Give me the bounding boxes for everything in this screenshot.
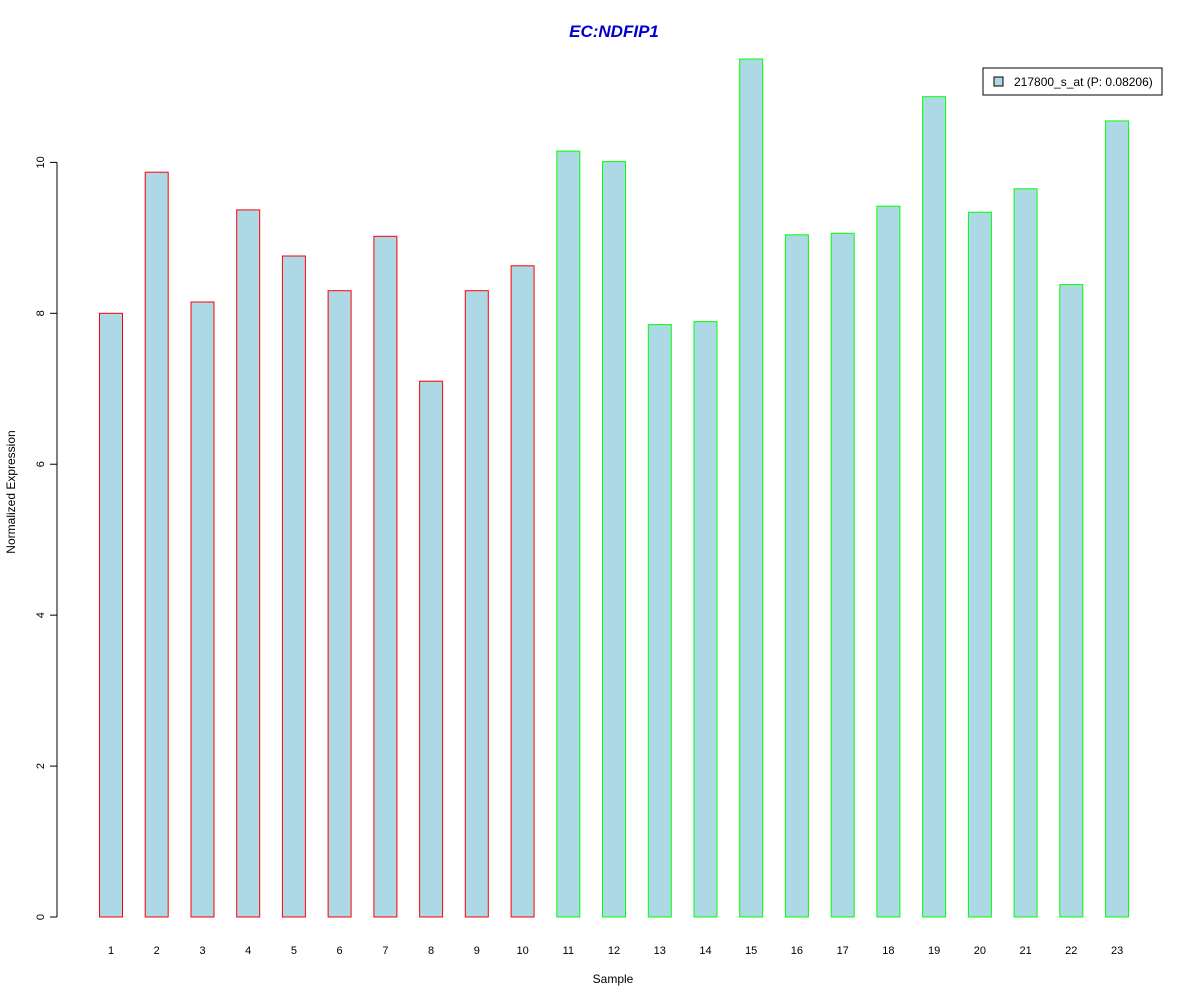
x-tick-label: 13 (654, 945, 666, 957)
legend: 217800_s_at (P: 0.08206) (982, 67, 1163, 96)
bar-sample-4 (236, 209, 261, 918)
x-tick-label: 16 (791, 945, 803, 957)
bar-sample-17 (830, 232, 855, 918)
bar-sample-9 (464, 290, 489, 918)
y-tick-label: 4 (35, 612, 47, 618)
legend-box (982, 67, 1163, 96)
bar-sample-15 (739, 58, 764, 918)
x-tick-label: 3 (199, 945, 205, 957)
legend-entry-label: 217800_s_at (P: 0.08206) (1014, 75, 1153, 89)
x-tick-label: 20 (974, 945, 986, 957)
x-axis-label: Sample (593, 972, 634, 986)
bar-sample-5 (281, 255, 306, 918)
bar-sample-6 (327, 290, 352, 918)
bar-sample-14 (693, 321, 718, 918)
chart-title: EC:NDFIP1 (569, 22, 659, 41)
x-tick-label: 12 (608, 945, 620, 957)
bar-sample-13 (647, 324, 672, 918)
x-tick-label: 8 (428, 945, 434, 957)
x-tick-label: 22 (1065, 945, 1077, 957)
x-tick-label: 15 (745, 945, 757, 957)
x-tick-label: 9 (474, 945, 480, 957)
bar-sample-12 (602, 161, 626, 918)
bar-sample-8 (419, 380, 444, 918)
y-tick-label: 2 (35, 763, 47, 769)
bars-group (99, 58, 1130, 918)
x-tick-label: 11 (563, 945, 574, 957)
x-tick-label: 23 (1111, 945, 1123, 957)
x-tick-label: 2 (154, 945, 160, 957)
bar-sample-10 (510, 265, 535, 918)
x-tick-label: 5 (291, 945, 297, 957)
x-tick-label: 6 (337, 945, 343, 957)
x-tick-label: 18 (882, 945, 894, 957)
bar-sample-11 (556, 150, 581, 918)
x-tick-label: 19 (928, 945, 940, 957)
x-tick-label: 10 (516, 945, 528, 957)
bar-sample-2 (144, 171, 169, 918)
x-tick-label: 14 (699, 945, 711, 957)
bar-sample-3 (190, 301, 215, 918)
y-axis-label: Normalized Expression (4, 430, 18, 553)
bar-sample-23 (1105, 120, 1130, 918)
bar-sample-16 (784, 234, 809, 918)
x-tick-labels: 1 2 3 4 5 6 7 8 9 10 11 12 13 14 15 16 17 18 19 20 21 22 23 (108, 945, 1123, 957)
y-tick-label: 6 (35, 461, 47, 467)
x-tick-label: 4 (245, 945, 251, 957)
y-tick-label: 10 (35, 156, 47, 168)
bar-sample-18 (876, 205, 901, 918)
y-tick-label: 0 (35, 914, 47, 920)
bar-sample-1 (99, 312, 123, 918)
bar-sample-20 (967, 211, 992, 918)
bar-sample-22 (1059, 284, 1084, 918)
bar-sample-21 (1013, 188, 1038, 918)
bar-sample-19 (922, 96, 947, 918)
y-axis: 0 2 4 6 8 10 (35, 156, 58, 920)
x-tick-label: 21 (1019, 945, 1031, 957)
x-tick-label: 7 (382, 945, 388, 957)
y-tick-label: 8 (35, 310, 47, 316)
x-tick-label: 17 (837, 945, 849, 957)
legend-swatch (993, 76, 1004, 87)
x-tick-label: 1 (108, 945, 114, 957)
bar-sample-7 (373, 235, 398, 918)
